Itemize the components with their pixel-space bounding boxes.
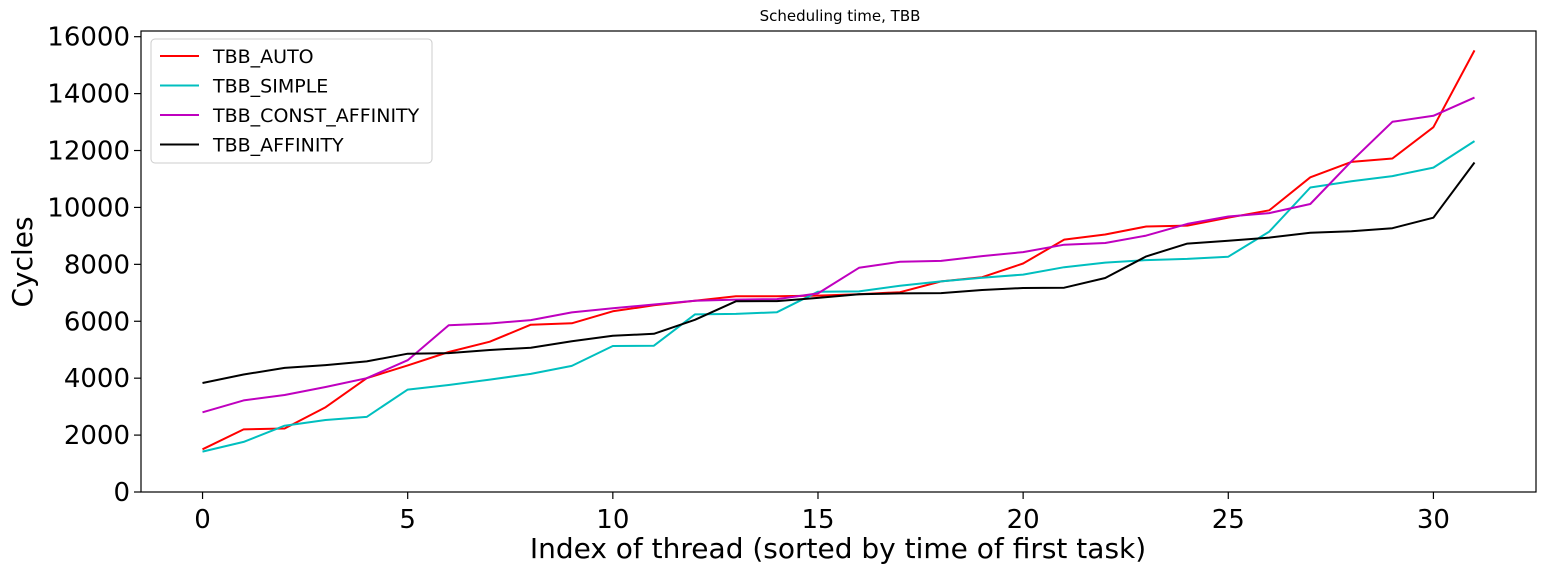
x-tick-label: 5 <box>399 505 416 535</box>
y-tick-label: 12000 <box>47 137 130 167</box>
legend-label: TBB_CONST_AFFINITY <box>212 105 420 127</box>
series-line-tbb-simple <box>202 140 1476 453</box>
axis-ticks: 0 5 10 15 20 25 30 0 2000 4000 6000 8000 10000 12000 1… <box>47 23 1450 535</box>
y-tick-label: 0 <box>113 478 130 508</box>
plot-area <box>202 49 1476 453</box>
legend: TBB_AUTO TBB_SIMPLE TBB_CONST_AFFINITY TBB_… <box>150 38 433 164</box>
legend-label: TBB_AUTO <box>212 46 314 68</box>
x-axis-label: Index of thread (sorted by time of first… <box>530 532 1146 565</box>
legend-label: TBB_AFFINITY <box>212 135 344 157</box>
y-tick-label: 10000 <box>47 193 130 223</box>
y-tick-label: 8000 <box>64 250 130 280</box>
y-axis-label: Cycles <box>6 216 39 307</box>
x-tick-label: 15 <box>801 505 834 535</box>
x-tick-label: 20 <box>1007 505 1040 535</box>
x-tick-label: 25 <box>1212 505 1245 535</box>
legend-box <box>150 38 433 164</box>
y-tick-label: 14000 <box>47 80 130 110</box>
series-line-tbb-affinity <box>202 161 1476 384</box>
y-tick-label: 4000 <box>64 364 130 394</box>
y-tick-label: 2000 <box>64 421 130 451</box>
x-tick-label: 10 <box>596 505 629 535</box>
series-line-tbb-auto <box>202 49 1476 451</box>
plot-frame <box>140 30 1537 493</box>
chart-title: Scheduling time, TBB <box>760 7 921 25</box>
y-tick-label: 16000 <box>47 23 130 53</box>
y-tick-label: 6000 <box>64 307 130 337</box>
x-tick-label: 30 <box>1417 505 1450 535</box>
legend-label: TBB_SIMPLE <box>212 76 328 98</box>
x-tick-label: 0 <box>194 505 211 535</box>
